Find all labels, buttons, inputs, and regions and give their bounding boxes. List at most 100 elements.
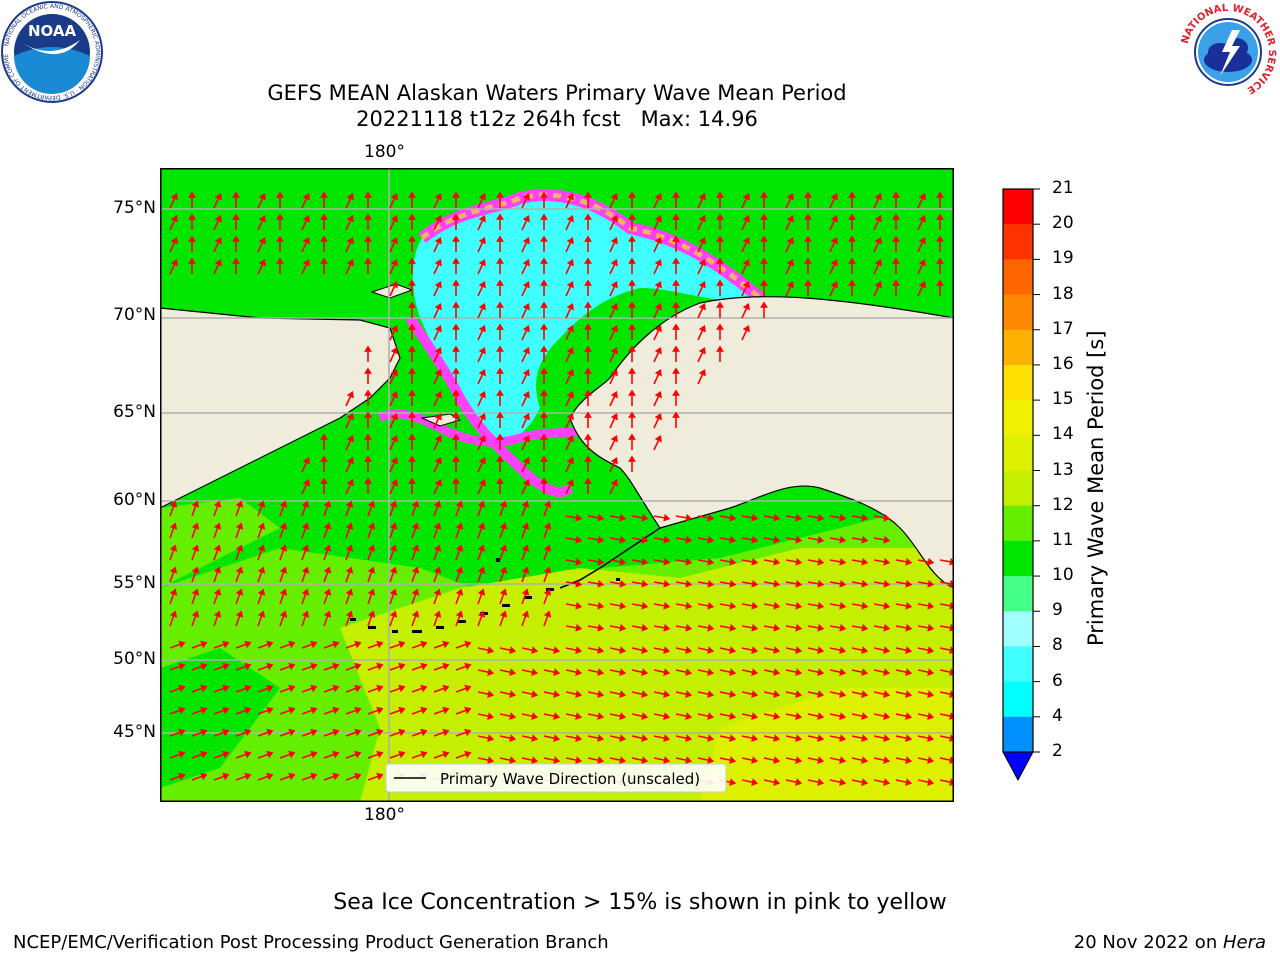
wave-arrow-head — [540, 323, 548, 330]
wave-arrow-head — [663, 646, 671, 654]
wave-arrow-head — [575, 734, 583, 742]
colorbar-tick-label: 21 — [1052, 178, 1074, 198]
wave-arrow-head — [411, 500, 420, 508]
wave-arrow-head — [773, 778, 781, 786]
wave-arrow-head — [918, 259, 926, 267]
wave-arrow-head — [685, 579, 693, 588]
wave-arrow-head — [619, 756, 627, 764]
wave-arrow-head — [543, 522, 552, 530]
wave-arrow-head — [222, 706, 230, 715]
wave-arrow-head — [452, 213, 460, 220]
wave-arrow-head — [522, 303, 530, 311]
wave-arrow-head — [698, 325, 706, 333]
wave-arrow-head — [584, 301, 592, 308]
wave-arrow-head — [452, 191, 460, 198]
wave-arrow-head — [610, 435, 618, 443]
wave-arrow-head — [452, 301, 460, 308]
wave-arrow-head — [654, 281, 662, 289]
wave-arrow-head — [257, 544, 266, 552]
wave-arrow-head — [390, 281, 398, 289]
wave-arrow-head — [883, 690, 891, 698]
wave-arrow-head — [345, 500, 354, 508]
wave-arrow-head — [398, 640, 406, 649]
colorbar — [1002, 188, 1040, 782]
wave-arrow-head — [905, 756, 913, 764]
colorbar-segment — [1003, 540, 1033, 577]
wave-arrow-head — [455, 588, 464, 596]
wave-arrow-head — [222, 772, 230, 781]
wave-arrow-head — [575, 690, 583, 698]
wave-arrow-head — [442, 750, 450, 759]
wave-arrow-head — [408, 235, 416, 242]
wave-arrow-head — [452, 323, 460, 330]
wave-arrow-head — [918, 215, 926, 223]
wave-arrow-head — [663, 601, 671, 610]
lon-label-top: 180° — [364, 142, 405, 162]
colorbar-tick-label: 2 — [1052, 741, 1063, 761]
wave-arrow-head — [320, 213, 328, 220]
wave-arrow-head — [641, 601, 649, 610]
wave-arrow-head — [654, 259, 662, 267]
wave-arrow-head — [795, 601, 803, 610]
wave-arrow-head — [178, 706, 186, 715]
wave-arrow-head — [452, 279, 460, 286]
wave-arrow-head — [354, 640, 362, 649]
wave-arrow-head — [597, 756, 605, 764]
colorbar-label: Primary Wave Mean Period [s] — [1084, 330, 1108, 646]
colorbar-segment — [1003, 611, 1033, 647]
wave-arrow-head — [235, 610, 244, 618]
wave-arrow-head — [279, 566, 288, 574]
wave-arrow-head — [716, 213, 724, 220]
wave-arrow-head — [817, 712, 825, 720]
wave-arrow-head — [222, 750, 230, 759]
wave-arrow-head — [927, 646, 935, 654]
colorbar-segment — [1003, 259, 1033, 296]
wave-arrow-head — [905, 601, 913, 610]
wave-arrow-head — [408, 213, 416, 220]
wave-arrow-head — [408, 477, 416, 484]
wave-arrow-head — [760, 301, 768, 308]
wave-arrow-head — [839, 535, 847, 544]
wave-arrow-head — [258, 259, 266, 267]
map-title-line1: GEFS MEAN Alaskan Waters Primary Wave Me… — [267, 81, 847, 105]
wave-arrow-head — [883, 712, 891, 720]
wave-arrow-head — [795, 712, 803, 720]
wave-arrow-head — [332, 640, 340, 649]
wave-arrow-head — [584, 257, 592, 264]
wave-arrow-head — [496, 191, 504, 198]
wave-arrow-head — [496, 301, 504, 308]
wave-arrow-head — [478, 259, 486, 267]
wave-arrow-head — [628, 455, 636, 462]
wave-arrow-head — [376, 728, 384, 737]
wave-arrow-head — [575, 668, 583, 676]
wave-arrow-head — [301, 588, 310, 596]
wave-arrow-head — [478, 435, 486, 443]
wave-arrow-head — [848, 191, 856, 198]
wave-arrow-head — [332, 684, 340, 693]
wave-arrow-head — [188, 235, 196, 242]
wave-arrow-head — [222, 662, 230, 671]
wave-arrow-head — [390, 391, 398, 399]
wave-arrow-head — [170, 215, 178, 223]
wave-arrow-head — [266, 728, 274, 737]
wave-arrow-head — [707, 535, 715, 544]
wave-arrow-head — [522, 215, 530, 223]
wave-arrow-head — [452, 257, 460, 264]
wave-arrow-head — [848, 235, 856, 242]
wave-arrow-head — [861, 668, 869, 676]
wave-arrow-head — [509, 646, 517, 654]
wave-arrow-head — [376, 706, 384, 715]
wave-arrow-head — [751, 712, 759, 720]
wave-arrow-head — [883, 646, 891, 654]
wave-arrow-head — [390, 369, 398, 377]
wave-arrow-head — [276, 235, 284, 242]
wave-arrow-head — [817, 557, 825, 566]
wave-arrow-head — [367, 522, 376, 530]
wave-arrow-head — [178, 684, 186, 693]
wave-arrow-head — [839, 712, 847, 720]
lat-label-70: 70°N — [113, 305, 156, 325]
wave-arrow-head — [795, 535, 803, 544]
wave-arrow-head — [566, 457, 574, 465]
colorbar-segment — [1003, 470, 1033, 507]
wave-arrow-head — [310, 706, 318, 715]
